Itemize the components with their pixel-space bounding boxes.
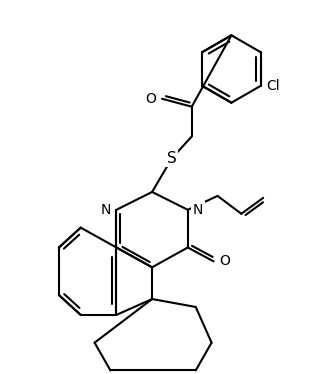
- Text: Cl: Cl: [267, 79, 280, 93]
- Text: O: O: [219, 254, 230, 269]
- Text: N: N: [101, 203, 111, 217]
- Text: N: N: [193, 203, 203, 217]
- Text: O: O: [145, 92, 156, 106]
- Text: S: S: [167, 151, 177, 166]
